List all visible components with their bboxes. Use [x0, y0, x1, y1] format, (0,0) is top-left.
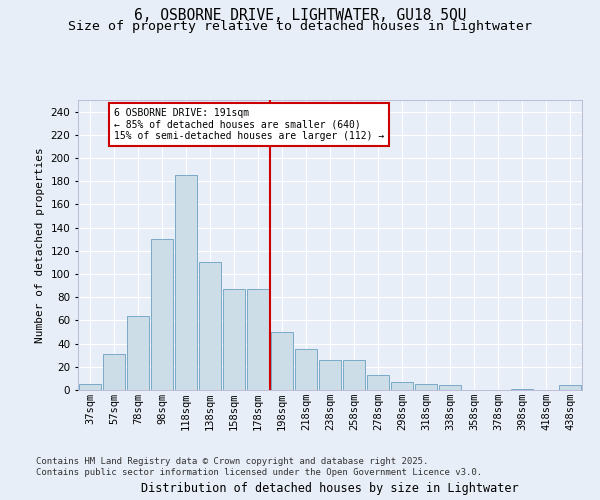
- Bar: [295, 350, 317, 390]
- Bar: [223, 289, 245, 390]
- Bar: [415, 384, 437, 390]
- Text: 6 OSBORNE DRIVE: 191sqm
← 85% of detached houses are smaller (640)
15% of semi-d: 6 OSBORNE DRIVE: 191sqm ← 85% of detache…: [114, 108, 384, 142]
- Bar: [199, 262, 221, 390]
- Bar: [271, 332, 293, 390]
- Bar: [367, 375, 389, 390]
- Bar: [343, 360, 365, 390]
- Bar: [151, 239, 173, 390]
- Bar: [103, 354, 125, 390]
- Bar: [319, 360, 341, 390]
- Text: Size of property relative to detached houses in Lightwater: Size of property relative to detached ho…: [68, 20, 532, 33]
- Bar: [175, 176, 197, 390]
- Text: 6, OSBORNE DRIVE, LIGHTWATER, GU18 5QU: 6, OSBORNE DRIVE, LIGHTWATER, GU18 5QU: [134, 8, 466, 22]
- Text: Contains HM Land Registry data © Crown copyright and database right 2025.
Contai: Contains HM Land Registry data © Crown c…: [36, 458, 482, 477]
- Bar: [247, 289, 269, 390]
- Bar: [511, 389, 533, 390]
- Bar: [79, 384, 101, 390]
- Bar: [559, 386, 581, 390]
- Bar: [439, 386, 461, 390]
- Bar: [391, 382, 413, 390]
- Text: Distribution of detached houses by size in Lightwater: Distribution of detached houses by size …: [141, 482, 519, 495]
- Y-axis label: Number of detached properties: Number of detached properties: [35, 147, 45, 343]
- Bar: [127, 316, 149, 390]
